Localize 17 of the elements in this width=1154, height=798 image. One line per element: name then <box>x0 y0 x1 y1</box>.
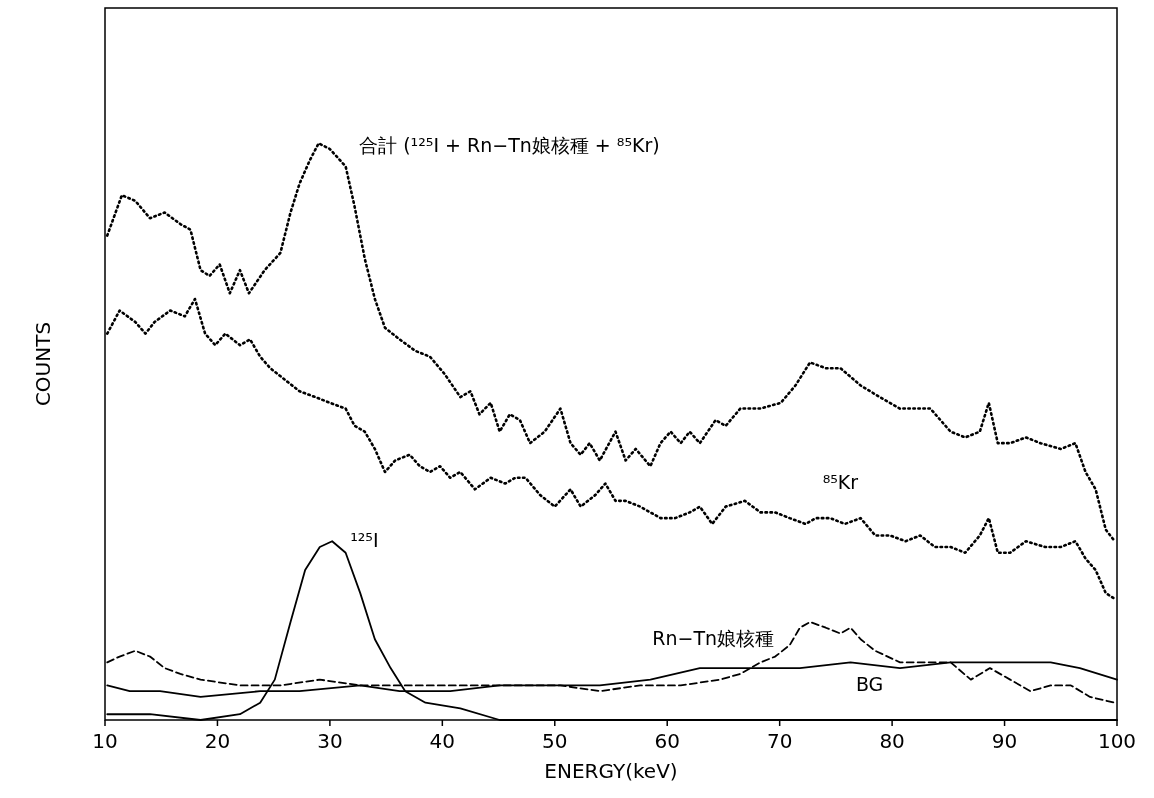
y-axis-title: COUNTS <box>31 321 55 407</box>
series-label: Rn−Tn娘核種 <box>652 627 775 650</box>
x-axis-title: ENERGY(keV) <box>544 759 678 783</box>
series-label: BG <box>855 673 884 696</box>
x-tick-label: 70 <box>766 729 793 753</box>
series-label: ¹²⁵I <box>350 528 379 551</box>
x-tick-label: 50 <box>542 729 568 753</box>
x-tick-label: 60 <box>654 729 680 753</box>
series-label: 合計 (¹²⁵I + Rn−Tn娘核種 + ⁸⁵Kr) <box>359 133 660 156</box>
series-label: ⁸⁵Kr <box>822 471 859 494</box>
x-tick-label: 40 <box>429 729 456 753</box>
x-tick-label: 90 <box>991 729 1018 753</box>
x-tick-label: 80 <box>879 729 905 753</box>
x-tick-label: 30 <box>317 729 343 753</box>
x-tick-label: 100 <box>1097 729 1137 753</box>
x-tick-label: 20 <box>204 729 231 753</box>
x-tick-label: 10 <box>92 729 118 753</box>
